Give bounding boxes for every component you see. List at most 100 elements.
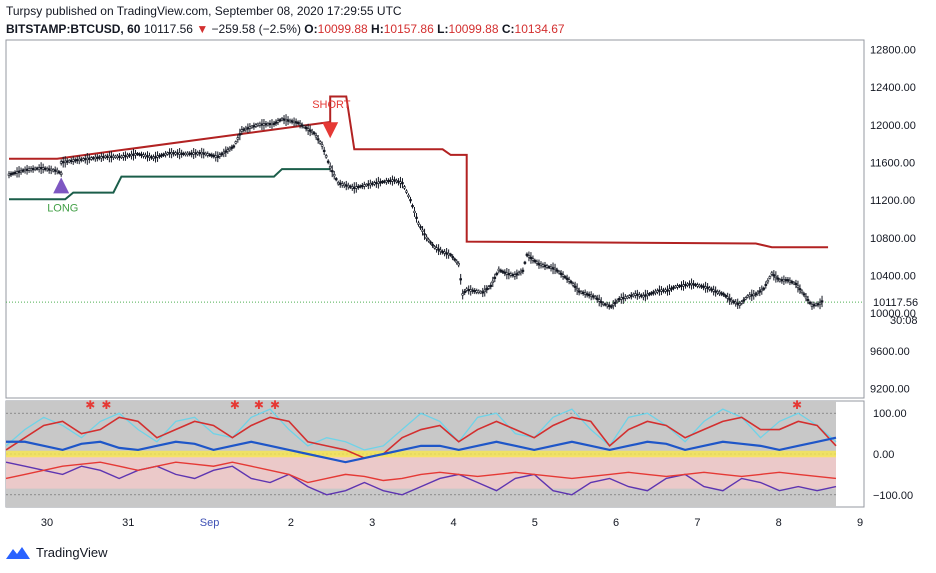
candle-body [619,297,623,300]
candle-body [140,153,143,156]
candle-body [198,152,202,155]
candle-body [688,283,691,286]
candle-body [804,296,808,299]
oscillator-tick-label: −100.00 [873,490,913,502]
price-tick-label: 10400.00 [870,271,916,283]
candle-body [270,122,274,126]
oscillator-cross-signal: ✱ [792,398,802,412]
candle-body [555,269,559,272]
candle-body [334,178,338,181]
candle-body [505,272,509,275]
candle-body [234,141,238,144]
candle-body [413,210,416,213]
candle-body [802,293,806,296]
candle-body [387,180,390,183]
candle-body [557,271,561,274]
candle-body [738,303,742,306]
candle-body [43,167,47,170]
short-stop-line [9,95,829,249]
price-tick-label: 12800.00 [870,44,916,56]
candle-body [634,293,637,296]
candle-body [73,159,77,162]
x-tick-label: 3 [369,517,375,529]
candle-body [611,303,615,306]
candle-body [120,155,123,158]
candle-body [640,294,643,297]
candle-body [106,155,109,158]
candle-body [415,216,418,219]
candle-body [575,288,579,291]
x-tick-label: 6 [613,517,619,529]
candle-body [130,154,133,157]
candle-body [461,293,464,296]
candle-body [626,296,629,299]
candle-body [736,302,740,305]
candle-body [290,120,294,123]
price-tick-label: 9600.00 [870,346,910,358]
tradingview-brand[interactable]: TradingView [6,545,108,560]
x-tick-label: Sep [200,517,220,529]
oscillator-series-line [5,461,837,484]
candle-body [336,182,340,185]
candle-body [288,119,292,123]
oscillator-tick-label: 100.00 [873,408,907,420]
candle-body [780,279,784,282]
candle-body [545,265,549,268]
candle-body [497,268,501,271]
candle-body [49,168,53,171]
candle-body [642,295,645,298]
candle-body [344,184,348,187]
candle-body [700,285,703,288]
candle-body [762,287,766,290]
candle-body [278,119,282,122]
candle-body [264,123,268,126]
candle-body [21,169,25,172]
candle-body [543,264,547,268]
candle-body [517,272,521,275]
candle-body [563,276,567,279]
candle-body [226,149,230,152]
candle-body [200,151,204,155]
candle-body [274,121,278,124]
oscillator-cross-signal: ✱ [230,398,240,412]
candle-body [541,264,545,267]
oscillator-series-line [6,436,837,464]
candle-body [455,260,458,263]
candle-body [90,157,93,160]
oscillator-series-line [5,408,837,451]
candle-body [268,123,272,126]
candle-body [399,181,402,184]
main-pane [5,39,865,399]
candle-body [710,288,713,291]
candle-body [230,146,234,149]
high-label: H: [371,22,384,36]
candle-body [429,241,432,244]
candle-body [312,132,316,135]
candle-body [262,123,266,126]
candle-body [624,296,627,299]
candle-body [186,152,189,155]
candle-body [818,302,822,305]
candle-body [397,180,400,183]
candle-body [433,246,436,249]
candle-body [361,184,364,188]
candle-body [768,276,772,279]
candle-body [393,179,396,182]
candle-body [236,137,240,140]
candle-body [754,293,758,296]
candle-body [363,184,366,187]
candle-body [19,170,23,173]
candle-body [340,183,344,186]
candle-body [443,251,446,254]
zero-band [6,450,836,458]
oscillator-cross-signal: ✱ [270,398,280,412]
candle-body [208,153,212,156]
candle-body [561,274,565,277]
candle-body [242,128,246,131]
price-tick-label: 11200.00 [870,195,915,207]
candle-body [300,124,304,127]
candle-body [156,155,159,158]
candle-body [350,186,354,189]
candle-body [748,294,752,297]
